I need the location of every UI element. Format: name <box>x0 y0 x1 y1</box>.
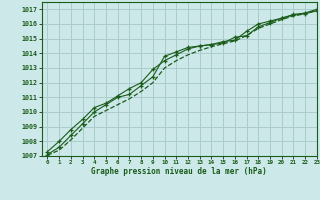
X-axis label: Graphe pression niveau de la mer (hPa): Graphe pression niveau de la mer (hPa) <box>91 167 267 176</box>
